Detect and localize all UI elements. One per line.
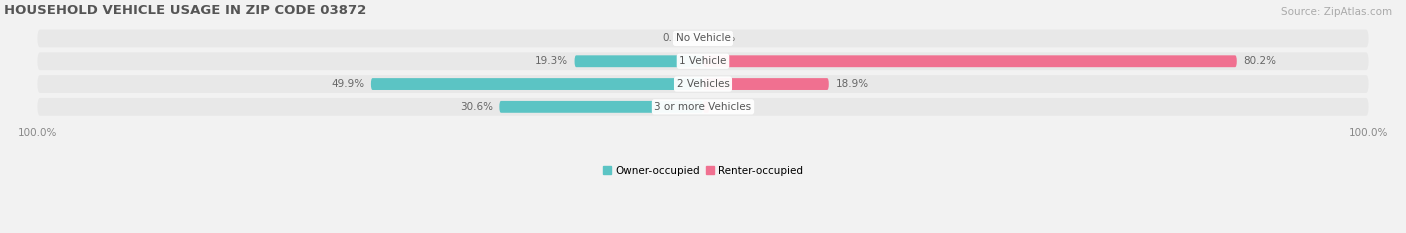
Text: 49.9%: 49.9%: [330, 79, 364, 89]
Text: 18.9%: 18.9%: [835, 79, 869, 89]
Text: 30.6%: 30.6%: [460, 102, 492, 112]
FancyBboxPatch shape: [702, 33, 704, 44]
FancyBboxPatch shape: [703, 78, 828, 90]
FancyBboxPatch shape: [575, 55, 703, 67]
Text: HOUSEHOLD VEHICLE USAGE IN ZIP CODE 03872: HOUSEHOLD VEHICLE USAGE IN ZIP CODE 0387…: [4, 4, 367, 17]
Text: 19.3%: 19.3%: [534, 56, 568, 66]
FancyBboxPatch shape: [371, 78, 703, 90]
Legend: Owner-occupied, Renter-occupied: Owner-occupied, Renter-occupied: [599, 161, 807, 180]
FancyBboxPatch shape: [38, 98, 1368, 116]
FancyBboxPatch shape: [703, 55, 1237, 67]
FancyBboxPatch shape: [38, 75, 1368, 93]
Text: 3 or more Vehicles: 3 or more Vehicles: [654, 102, 752, 112]
Text: Source: ZipAtlas.com: Source: ZipAtlas.com: [1281, 7, 1392, 17]
Text: 2 Vehicles: 2 Vehicles: [676, 79, 730, 89]
FancyBboxPatch shape: [38, 30, 1368, 47]
Text: 0.94%: 0.94%: [716, 102, 749, 112]
Text: 80.2%: 80.2%: [1243, 56, 1277, 66]
FancyBboxPatch shape: [38, 52, 1368, 70]
Text: No Vehicle: No Vehicle: [675, 34, 731, 44]
FancyBboxPatch shape: [703, 101, 709, 113]
Text: 0.13%: 0.13%: [662, 34, 696, 44]
Text: 1 Vehicle: 1 Vehicle: [679, 56, 727, 66]
FancyBboxPatch shape: [499, 101, 703, 113]
Text: 0.0%: 0.0%: [710, 34, 735, 44]
